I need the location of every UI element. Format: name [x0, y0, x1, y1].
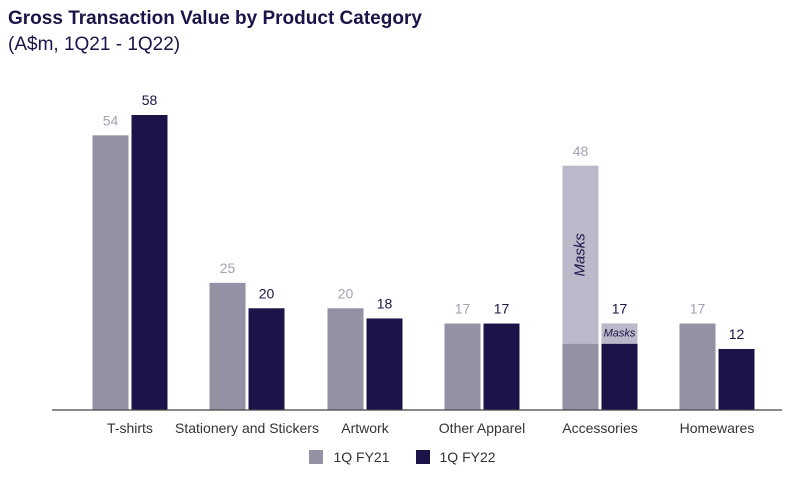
data-label-other-apparel-fy22: 17 — [494, 301, 510, 317]
category-label-stationery-and-stickers: Stationery and Stickers — [175, 420, 319, 436]
legend-label-fy22: 1Q FY22 — [439, 449, 496, 465]
segment-accessories-fy21 — [562, 165, 599, 344]
bar-t-shirts-fy21 — [92, 135, 129, 410]
legend-item-fy21: 1Q FY21 — [309, 449, 390, 465]
data-label-homewares-fy22: 12 — [729, 326, 745, 342]
category-label-t-shirts: T-shirts — [107, 420, 153, 436]
legend-swatch-fy22 — [415, 450, 430, 464]
segment-accessories-fy22 — [601, 323, 638, 344]
legend-swatch-fy21 — [309, 450, 324, 464]
bar-other-apparel-fy22 — [483, 323, 520, 410]
legend-item-fy22: 1Q FY22 — [415, 449, 496, 465]
data-label-stationery-and-stickers-fy21: 25 — [220, 260, 236, 276]
legend: 1Q FY21 1Q FY22 — [0, 449, 805, 465]
data-label-stationery-and-stickers-fy22: 20 — [259, 285, 275, 301]
data-label-artwork-fy22: 18 — [377, 295, 393, 311]
chart-subtitle: (A$m, 1Q21 - 1Q22) — [8, 34, 181, 55]
category-label-artwork: Artwork — [341, 420, 389, 436]
segment-label-accessories-fy21: Masks — [571, 233, 588, 277]
chart-title: Gross Transaction Value by Product Categ… — [8, 8, 422, 29]
bar-artwork-fy21 — [327, 308, 364, 410]
legend-label-fy21: 1Q FY21 — [333, 449, 390, 465]
bar-artwork-fy22 — [366, 318, 403, 410]
bar-stationery-and-stickers-fy21 — [209, 282, 246, 410]
bar-other-apparel-fy21 — [444, 323, 481, 410]
bar-t-shirts-fy22 — [131, 115, 168, 410]
segment-label-accessories-fy22: Masks — [604, 328, 636, 340]
data-label-other-apparel-fy21: 17 — [455, 301, 471, 317]
data-label-t-shirts-fy22: 58 — [142, 92, 158, 108]
data-label-t-shirts-fy21: 54 — [103, 112, 119, 128]
bar-homewares-fy21 — [679, 323, 716, 410]
data-label-homewares-fy21: 17 — [690, 301, 706, 317]
data-label-artwork-fy21: 20 — [338, 285, 354, 301]
data-label-accessories-fy22: 17 — [612, 301, 628, 317]
bar-stationery-and-stickers-fy22 — [248, 308, 285, 410]
bar-homewares-fy22 — [718, 348, 755, 410]
data-label-accessories-fy21: 48 — [573, 143, 589, 159]
category-label-accessories: Accessories — [562, 420, 637, 436]
category-label-other-apparel: Other Apparel — [439, 420, 525, 436]
category-label-homewares: Homewares — [680, 420, 755, 436]
